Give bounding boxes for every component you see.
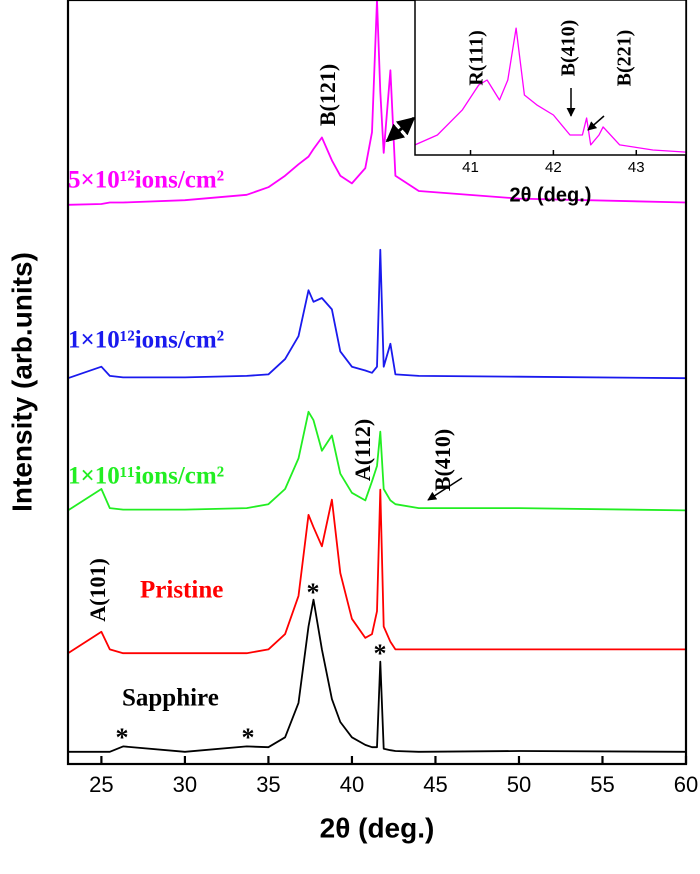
x-tick-label: 30	[173, 772, 197, 797]
peak-arrow	[427, 477, 463, 501]
series-label: Pristine	[140, 577, 223, 604]
y-axis-label: Intensity (arb.units)	[6, 252, 37, 512]
annotation: *	[374, 639, 387, 668]
annotation: *	[307, 578, 320, 607]
x-tick-label: 40	[340, 772, 364, 797]
x-tick-label: 55	[590, 772, 614, 797]
annotation: R(111)	[466, 30, 488, 86]
x-tick-label: 45	[423, 772, 447, 797]
annotation: *	[116, 723, 129, 752]
x-tick-label: 60	[674, 772, 698, 797]
x-tick-label: 43	[628, 159, 645, 176]
series-line	[67, 410, 687, 512]
series-line	[67, 248, 687, 380]
plot-frame	[414, 0, 687, 156]
x-tick-label: 42	[545, 159, 562, 176]
series-line	[67, 488, 686, 655]
series-label: 1×10¹²ions/cm²	[68, 327, 224, 354]
series-line	[67, 0, 687, 206]
annotation: *	[242, 723, 255, 752]
annotation: B(121)	[315, 64, 340, 126]
annotation: B(410)	[430, 429, 455, 491]
x-axis-label: 2θ (deg.)	[510, 184, 592, 206]
series-line	[68, 598, 687, 753]
inset-background	[415, 0, 686, 155]
series-line	[414, 27, 687, 153]
inset-arrow	[385, 116, 416, 143]
plot-frame	[66, 0, 688, 766]
x-axis-label: 2θ (deg.)	[320, 812, 435, 843]
annotation: A(112)	[350, 419, 375, 481]
annotation: A(101)	[85, 558, 110, 622]
series-label: Sapphire	[122, 685, 219, 712]
x-tick-label: 25	[89, 772, 113, 797]
x-tick-label: 35	[256, 772, 280, 797]
series-label: 5×10¹²ions/cm²	[68, 167, 224, 194]
peak-arrow	[587, 115, 605, 131]
series-label: 1×10¹¹ions/cm²	[68, 463, 224, 490]
x-tick-label: 50	[507, 772, 531, 797]
annotation: B(410)	[558, 20, 580, 77]
x-tick-label: 41	[462, 159, 479, 176]
annotation: B(221)	[614, 30, 636, 87]
